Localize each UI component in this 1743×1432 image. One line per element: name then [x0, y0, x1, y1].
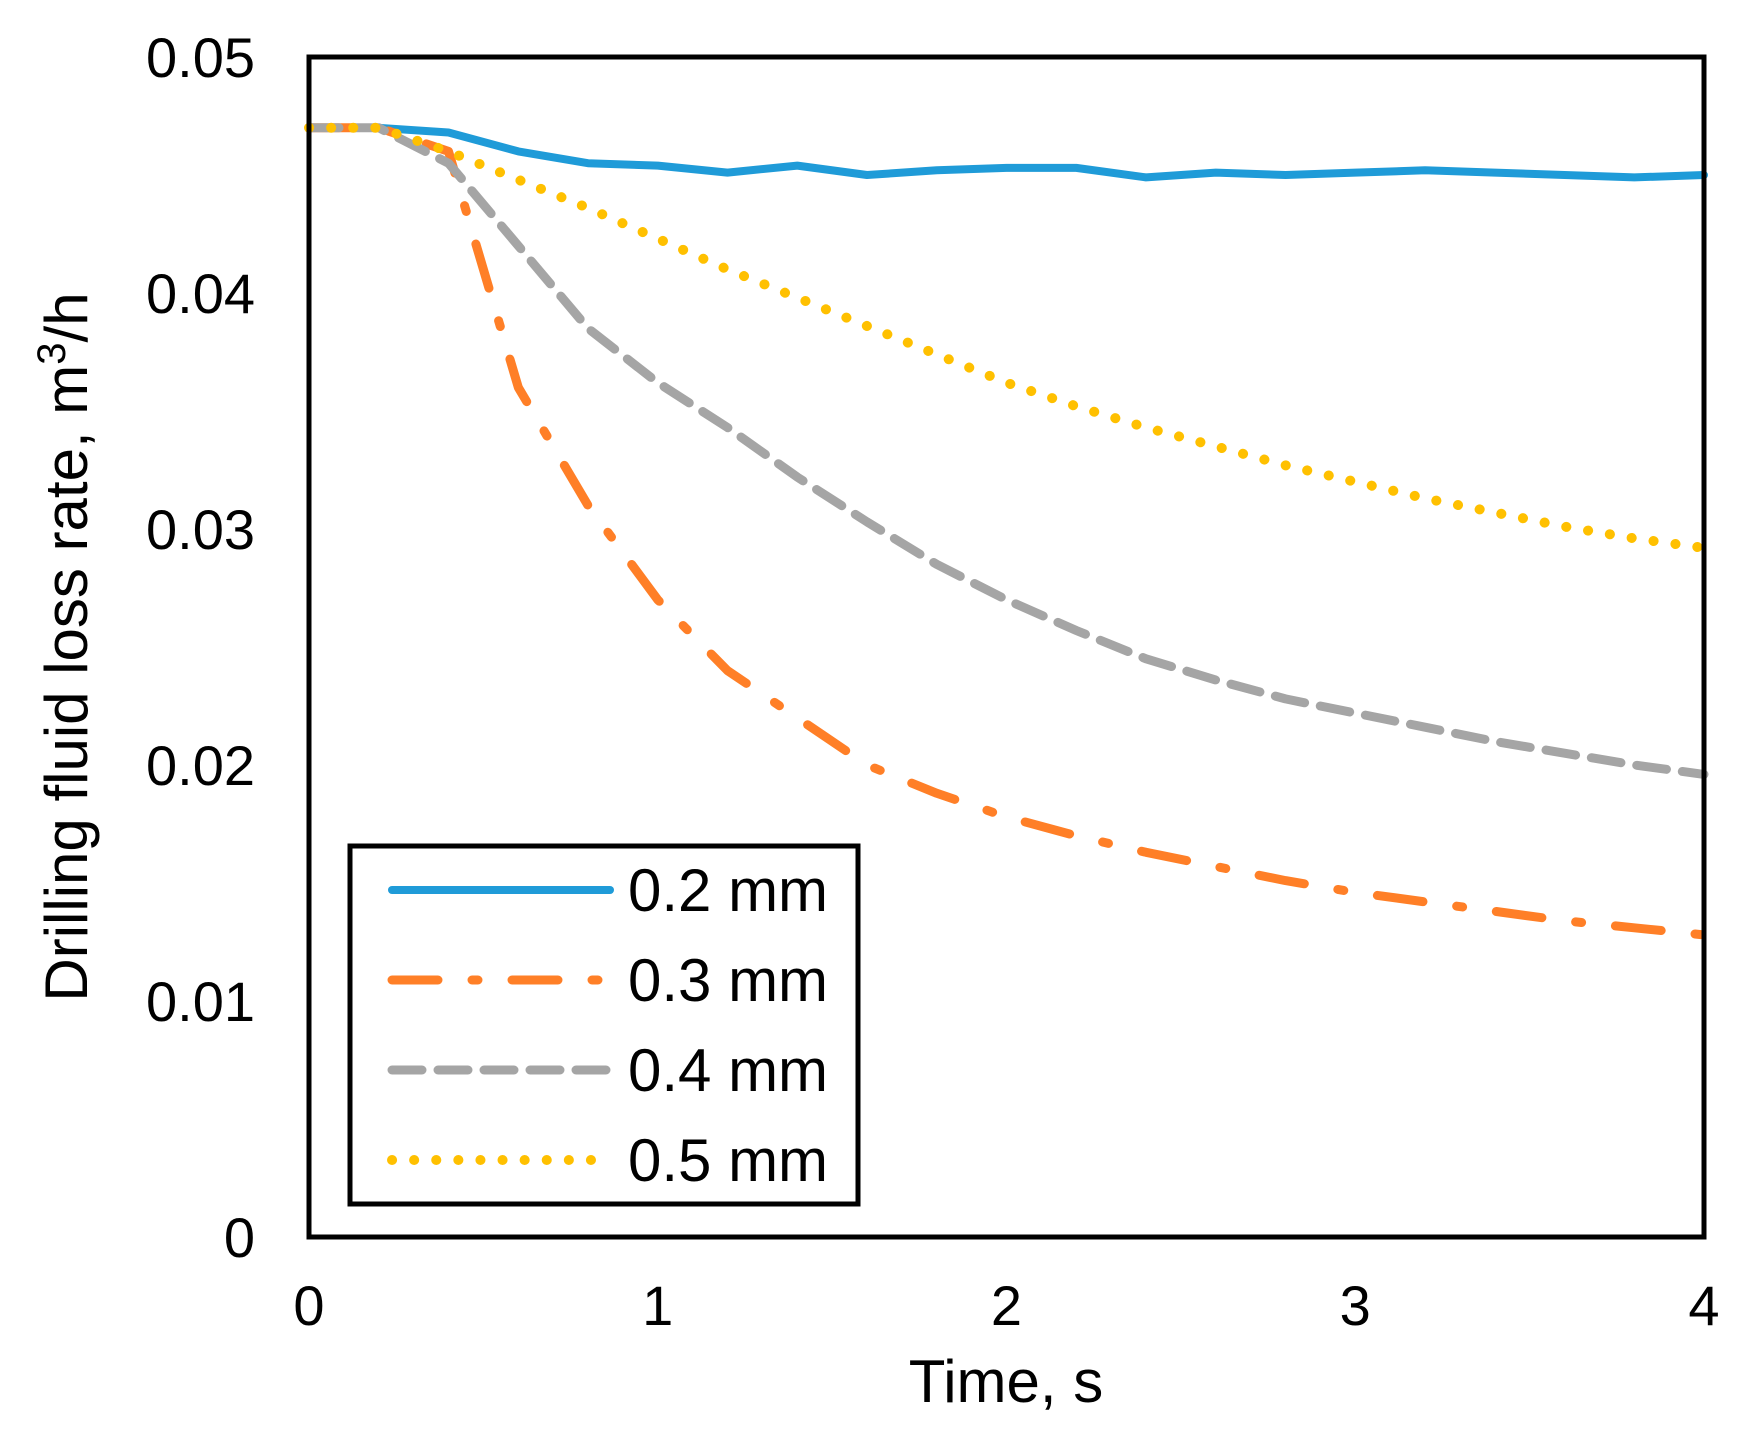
y-axis-title: Drilling fluid loss rate, m3/h	[30, 292, 100, 1001]
y-tick-label: 0	[224, 1206, 255, 1269]
series-layer	[304, 122, 1709, 940]
series-line-0-2-mm	[305, 123, 1708, 182]
x-tick-label: 0	[293, 1274, 324, 1337]
y-tick-label: 0.01	[146, 970, 255, 1033]
legend-label: 0.4 mm	[628, 1037, 828, 1104]
x-tick-label: 3	[1340, 1274, 1371, 1337]
x-tick-label: 2	[991, 1274, 1022, 1337]
series-line-0-3-mm	[304, 123, 1709, 940]
series-line-0-4-mm	[304, 123, 1709, 779]
x-tick-label: 4	[1688, 1274, 1719, 1337]
series-line-0-5-mm	[304, 122, 1709, 553]
x-axis-ticks: 0 1 2 3 4	[293, 1274, 1719, 1337]
legend-box	[347, 843, 861, 1207]
y-axis-ticks: 0 0.01 0.02 0.03 0.04 0.05	[146, 26, 255, 1269]
legend: 0.2 mm 0.3 mm 0.4 mm 0.5 mm	[347, 843, 861, 1207]
legend-label: 0.5 mm	[628, 1127, 828, 1194]
y-axis-title-superscript: 3	[30, 342, 74, 364]
x-tick-label: 1	[642, 1274, 673, 1337]
y-axis-title-tail: /h	[33, 292, 100, 342]
y-tick-label: 0.03	[146, 498, 255, 561]
y-tick-label: 0.05	[146, 26, 255, 89]
y-axis-title-main: Drilling fluid loss rate, m	[33, 365, 100, 1002]
y-tick-label: 0.04	[146, 262, 255, 325]
y-tick-label: 0.02	[146, 734, 255, 797]
plot-area-frame	[306, 54, 1707, 1240]
legend-label: 0.2 mm	[628, 857, 828, 924]
x-axis-title: Time, s	[909, 1348, 1103, 1415]
legend-label: 0.3 mm	[628, 947, 828, 1014]
